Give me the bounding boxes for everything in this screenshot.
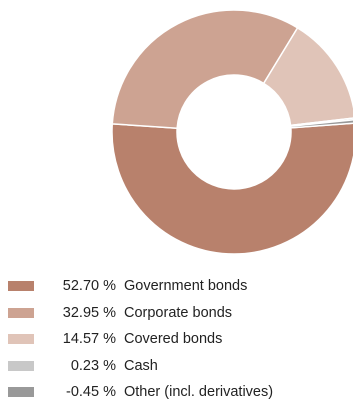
legend-swatch: [8, 387, 34, 397]
legend-value: 32.95 %: [62, 304, 116, 321]
legend-item-other: -0.45 % Other (incl. derivatives): [8, 382, 353, 409]
legend-swatch: [8, 307, 34, 318]
slice-other: [289, 119, 353, 129]
legend-item-government-bonds: 52.70 % Government bonds: [8, 276, 353, 303]
legend-label: Covered bonds: [124, 331, 223, 347]
legend-value: -0.45 %: [66, 384, 116, 400]
legend-item-covered-bonds: 14.57 % Covered bonds: [8, 329, 353, 356]
legend-swatch: [8, 334, 34, 344]
donut-chart: [111, 9, 353, 255]
slice-corporate-bonds: [111, 9, 299, 129]
slice-covered-bonds: [262, 26, 353, 127]
legend-item-corporate-bonds: 32.95 % Corporate bonds: [8, 303, 353, 330]
slice-government-bonds: [111, 122, 353, 255]
legend-value: 14.57 %: [62, 331, 116, 347]
legend-label: Other (incl. derivatives): [124, 384, 274, 400]
legend-swatch: [8, 281, 34, 291]
legend-label: Government bonds: [124, 278, 248, 294]
legend-label: Corporate bonds: [124, 304, 233, 321]
legend-label: Cash: [124, 357, 158, 374]
legend-swatch: [8, 360, 34, 371]
legend: 52.70 % Government bonds 32.95 % Corpora…: [8, 276, 353, 409]
legend-value: 0.23 %: [70, 357, 116, 374]
legend-item-cash: 0.23 % Cash: [8, 356, 353, 383]
legend-value: 52.70 %: [62, 278, 116, 294]
